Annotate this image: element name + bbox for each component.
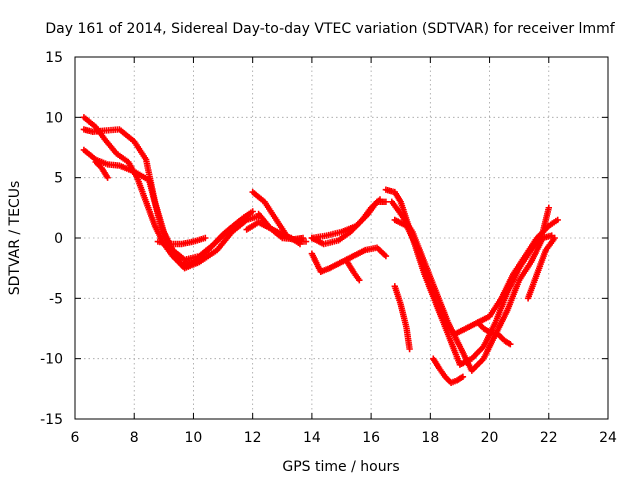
plus-markers — [474, 319, 499, 338]
y-tick-label: -10 — [40, 352, 63, 368]
series-track-e — [154, 234, 209, 248]
series-track-k — [308, 196, 384, 248]
plus-markers — [344, 258, 363, 284]
series-track-r — [474, 319, 499, 338]
series-track-d — [92, 158, 111, 181]
y-tick-label: 15 — [45, 50, 63, 66]
y-tick-label: 10 — [45, 110, 63, 126]
plus-markers — [391, 283, 413, 353]
x-tick-labels: 6 8 10 12 14 16 18 20 22 24 — [71, 430, 617, 446]
y-tick-label: -5 — [49, 291, 63, 307]
series-track-q — [430, 355, 467, 386]
x-tick-label: 18 — [421, 430, 439, 446]
plus-markers — [524, 234, 558, 302]
x-tick-label: 20 — [481, 430, 499, 446]
plus-markers — [308, 196, 384, 248]
chart-title: Day 161 of 2014, Sidereal Day-to-day VTE… — [45, 21, 615, 37]
y-tick-labels: -15 -10 -5 0 5 10 15 — [40, 50, 63, 428]
x-tick-label: 22 — [540, 430, 558, 446]
series-track-l — [344, 258, 363, 284]
plus-markers — [92, 158, 111, 181]
plus-markers — [495, 331, 514, 348]
y-tick-label: 5 — [54, 171, 63, 187]
x-tick-label: 6 — [71, 430, 80, 446]
plus-markers — [430, 355, 467, 386]
series-track-h — [255, 210, 307, 243]
x-tick-label: 12 — [244, 430, 262, 446]
data-marks — [80, 114, 561, 386]
plus-markers — [154, 234, 209, 248]
series-track-s — [495, 331, 514, 348]
x-tick-label: 8 — [130, 430, 139, 446]
series-track-m — [391, 283, 413, 353]
x-tick-label: 16 — [362, 430, 380, 446]
ticks-layer — [74, 56, 609, 420]
series-track-t — [524, 234, 558, 302]
x-tick-label: 14 — [303, 430, 321, 446]
y-axis-label: SDTVAR / TECUs — [7, 181, 23, 296]
plus-markers — [255, 210, 307, 243]
x-tick-label: 24 — [599, 430, 617, 446]
x-tick-label: 10 — [185, 430, 203, 446]
y-tick-label: -15 — [40, 412, 63, 428]
x-axis-label: GPS time / hours — [282, 459, 399, 475]
plus-markers — [308, 244, 390, 275]
series-track-j — [308, 244, 390, 275]
y-tick-label: 0 — [54, 231, 63, 247]
